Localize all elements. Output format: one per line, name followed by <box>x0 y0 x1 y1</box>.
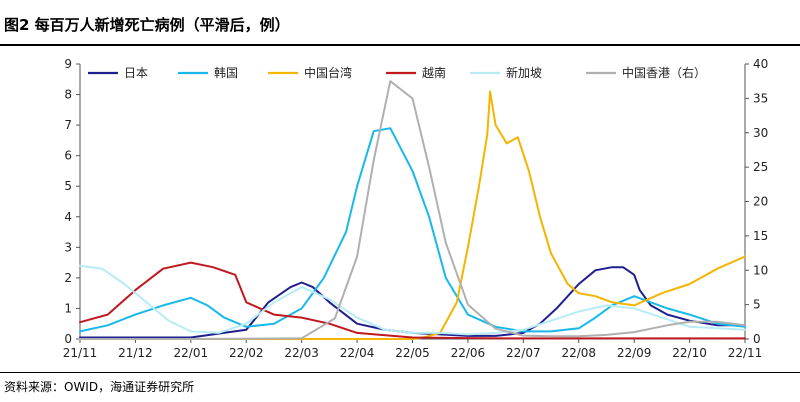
right-tick-label: 30 <box>753 126 768 140</box>
x-tick-label: 22/06 <box>451 346 486 360</box>
x-tick-label: 22/04 <box>340 346 375 360</box>
right-tick-label: 0 <box>753 332 761 346</box>
legend-label: 日本 <box>124 66 148 80</box>
x-tick-label: 22/08 <box>561 346 596 360</box>
legend-label: 中国香港（右） <box>622 65 706 80</box>
left-tick-label: 4 <box>64 210 72 224</box>
figure-title: 图2 每百万人新增死亡病例（平滑后，例） <box>4 16 290 34</box>
left-tick-label: 1 <box>64 301 72 315</box>
right-tick-label: 20 <box>753 195 768 209</box>
left-tick-label: 9 <box>64 57 72 71</box>
source-note: 资料来源：OWID，海通证券研究所 <box>4 380 195 394</box>
left-y-ticks: 0 1 2 3 4 5 6 7 8 9 <box>64 57 80 346</box>
x-tick-label: 22/03 <box>284 346 319 360</box>
left-tick-label: 6 <box>64 149 72 163</box>
left-tick-label: 5 <box>64 179 72 193</box>
legend-label: 韩国 <box>214 65 238 80</box>
series-lines <box>79 80 746 340</box>
series-line <box>79 261 746 340</box>
x-tick-label: 22/10 <box>672 346 707 360</box>
right-tick-label: 15 <box>753 229 768 243</box>
right-tick-label: 5 <box>753 298 761 312</box>
x-tick-label: 22/01 <box>174 346 209 360</box>
right-tick-label: 10 <box>753 263 768 277</box>
x-ticks: 21/11 21/12 22/01 22/02 22/03 22/04 22/05 22/06… <box>63 339 763 360</box>
legend-label: 越南 <box>422 65 446 80</box>
x-tick-label: 21/11 <box>63 346 98 360</box>
series-line <box>79 127 746 333</box>
series-line <box>79 80 746 340</box>
x-tick-label: 22/07 <box>506 346 541 360</box>
legend: 日本 韩国 中国台湾 越南 新加坡 中国香港（右） <box>88 65 706 80</box>
series-line <box>79 266 746 339</box>
x-tick-label: 21/12 <box>118 346 153 360</box>
left-tick-label: 3 <box>64 240 72 254</box>
series-line <box>79 264 746 336</box>
legend-label: 新加坡 <box>506 65 542 80</box>
left-tick-label: 0 <box>64 332 72 346</box>
left-tick-label: 7 <box>64 118 72 132</box>
series-line <box>79 90 746 340</box>
title-rule <box>0 44 800 46</box>
right-y-ticks: 0 5 10 15 20 25 30 35 40 <box>745 57 768 346</box>
left-tick-label: 2 <box>64 271 72 285</box>
legend-label: 中国台湾 <box>304 65 352 80</box>
right-tick-label: 35 <box>753 91 768 105</box>
x-tick-label: 22/11 <box>728 346 763 360</box>
left-tick-label: 8 <box>64 88 72 102</box>
right-tick-label: 25 <box>753 160 768 174</box>
footer-rule <box>0 372 800 373</box>
right-tick-label: 40 <box>753 57 768 71</box>
x-tick-label: 22/09 <box>617 346 652 360</box>
x-tick-label: 22/05 <box>395 346 430 360</box>
x-tick-label: 22/02 <box>229 346 264 360</box>
chart: 0 1 2 3 4 5 6 7 8 9 0 5 10 15 20 25 30 35 40 21/11 21/12 22… <box>63 57 769 360</box>
